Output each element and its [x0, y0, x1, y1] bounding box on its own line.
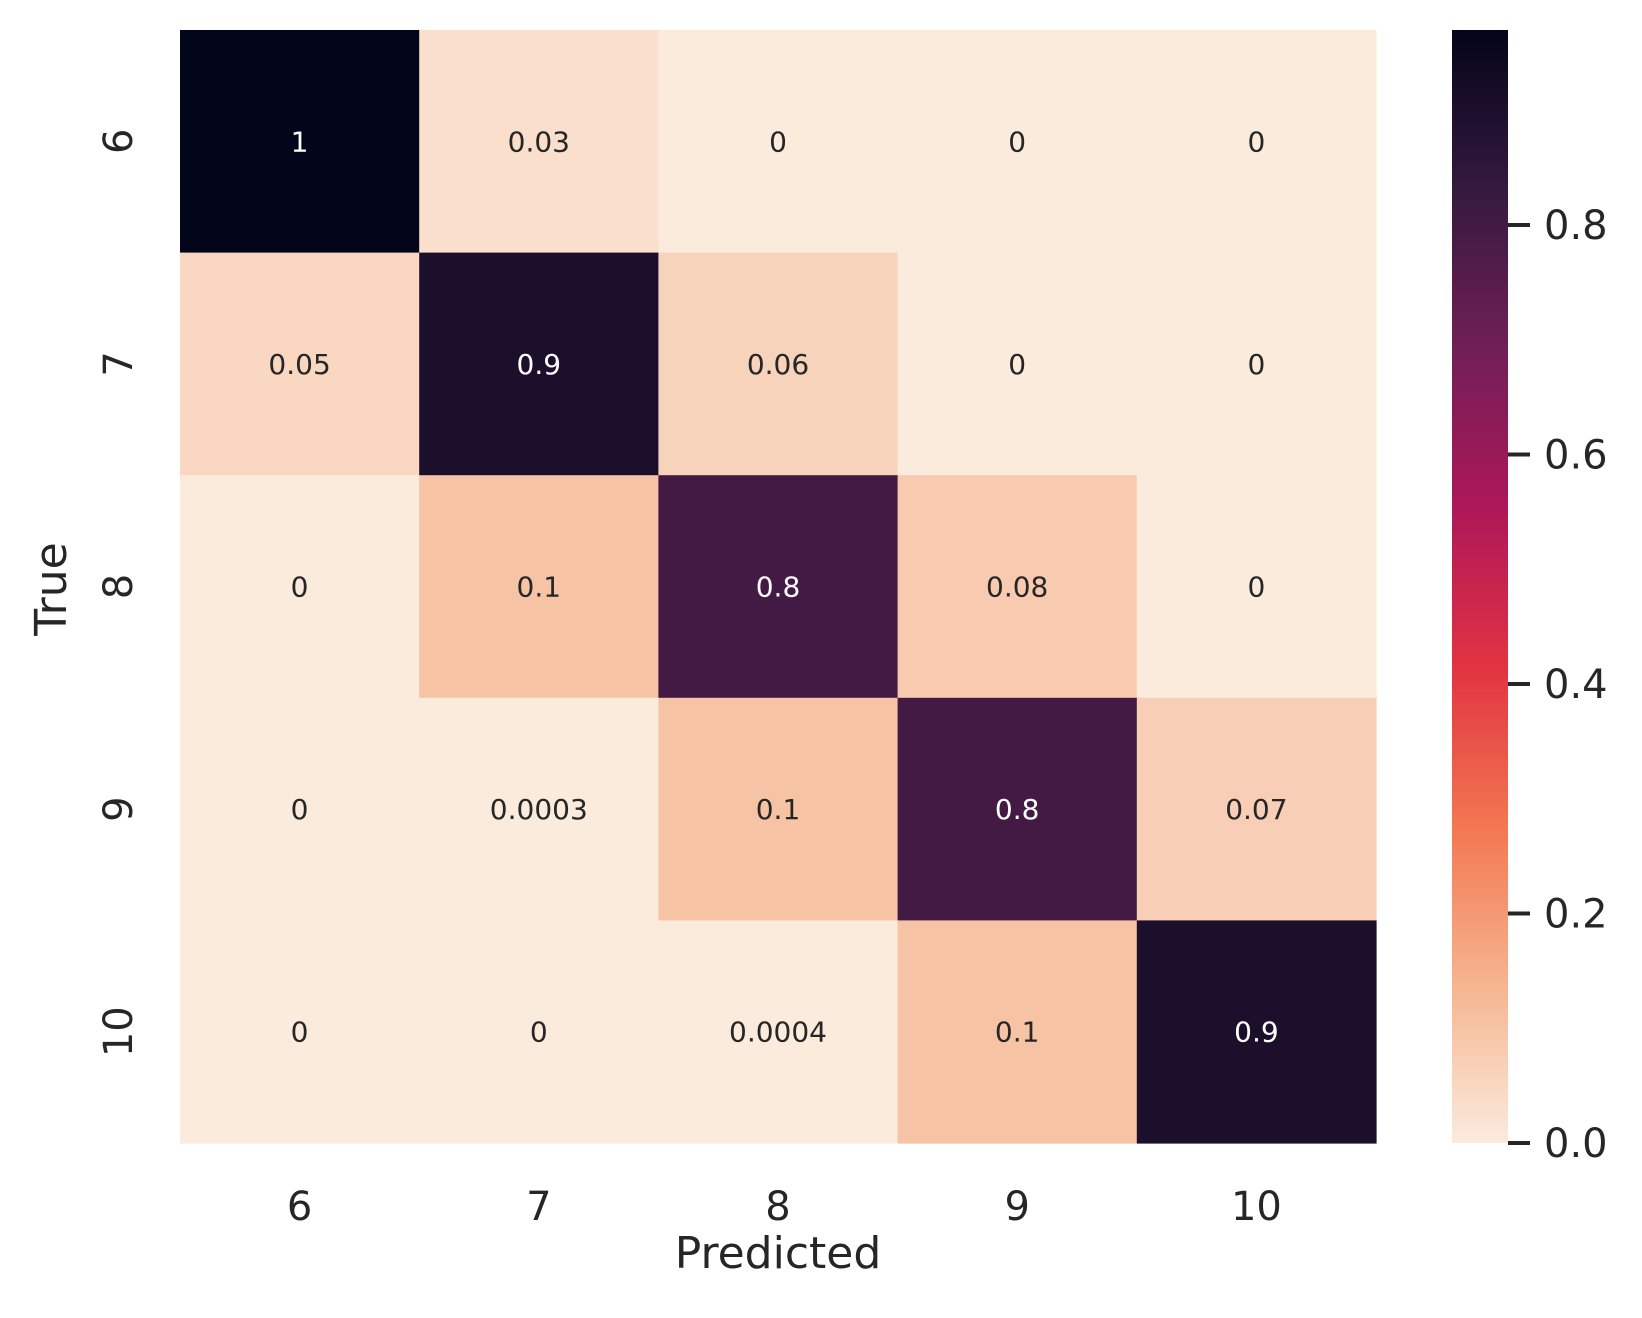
- cell-annotation: 0.9: [517, 348, 562, 381]
- heatmap-cell-7-6: [180, 252, 420, 476]
- heatmap-cell-8-10: [1136, 475, 1377, 699]
- heatmap-cell-10-9: [897, 920, 1138, 1144]
- cell-annotation: 0: [769, 125, 787, 158]
- heatmap-cell-6-10: [1136, 30, 1377, 254]
- cell-annotation: 1: [291, 125, 309, 158]
- y-axis-label: True: [26, 542, 77, 636]
- x-tick-label: 10: [1231, 1184, 1282, 1230]
- heatmap-cells: [180, 30, 1377, 1144]
- heatmap-cell-9-7: [419, 697, 659, 921]
- cell-annotation: 0.1: [517, 571, 562, 604]
- x-axis-label: Predicted: [675, 1228, 882, 1279]
- cell-annotation: 0.03: [508, 125, 570, 158]
- colorbar-tick-label: 0.8: [1544, 203, 1608, 249]
- heatmap-cell-7-9: [897, 252, 1138, 476]
- cell-annotation: 0.08: [986, 571, 1048, 604]
- x-tick-label: 9: [1004, 1184, 1029, 1230]
- cell-annotation: 0.8: [756, 571, 801, 604]
- x-tick-label: 8: [765, 1184, 790, 1230]
- x-tick-label: 7: [526, 1184, 551, 1230]
- heatmap-annotations: 1 0.03 0 0 0 0.05 0.9 0.06 0 0 0 0.1 0.8 0.08 0 0 0.0003…: [268, 125, 1287, 1048]
- heatmap-cell-8-6: [180, 475, 420, 699]
- colorbar-tick-label: 0.2: [1544, 892, 1608, 938]
- x-tick-label: 6: [287, 1184, 312, 1230]
- cell-annotation: 0.07: [1225, 793, 1287, 826]
- heatmap-cell-6-6: [180, 30, 420, 254]
- heatmap-cell-10-10: [1136, 920, 1377, 1144]
- y-tick-label: 6: [96, 129, 142, 154]
- cell-annotation: 0.0004: [729, 1016, 827, 1049]
- heatmap-cell-8-8: [658, 475, 899, 699]
- heatmap-cell-6-9: [897, 30, 1138, 254]
- heatmap-cell-9-10: [1136, 697, 1377, 921]
- y-tick-label: 10: [96, 1006, 142, 1057]
- cell-annotation: 0: [291, 571, 309, 604]
- heatmap-cell-6-8: [658, 30, 899, 254]
- cell-annotation: 0: [1008, 348, 1026, 381]
- cell-annotation: 0.9: [1234, 1016, 1279, 1049]
- cell-annotation: 0.0003: [490, 793, 588, 826]
- heatmap-cell-7-8: [658, 252, 899, 476]
- cell-annotation: 0: [1247, 348, 1265, 381]
- heatmap-cell-9-8: [658, 697, 899, 921]
- x-axis-ticks: 6 7 8 9 10: [287, 1184, 1282, 1230]
- y-tick-label: 9: [96, 796, 142, 821]
- cell-annotation: 0.1: [756, 793, 801, 826]
- cell-annotation: 0.1: [995, 1016, 1040, 1049]
- colorbar: [1452, 30, 1508, 1143]
- cell-annotation: 0: [1247, 571, 1265, 604]
- cell-annotation: 0: [291, 793, 309, 826]
- heatmap-cell-10-8: [658, 920, 899, 1144]
- colorbar-tick-label: 0.0: [1544, 1121, 1608, 1167]
- y-tick-label: 8: [96, 574, 142, 599]
- heatmap-cell-8-7: [419, 475, 659, 699]
- cell-annotation: 0.06: [747, 348, 809, 381]
- cell-annotation: 0: [1008, 125, 1026, 158]
- colorbar-ticks: 0.0 0.2 0.4 0.6 0.8: [1508, 203, 1608, 1167]
- colorbar-tick-label: 0.4: [1544, 662, 1608, 708]
- cell-annotation: 0: [530, 1016, 548, 1049]
- cell-annotation: 0: [291, 1016, 309, 1049]
- heatmap-cell-8-9: [897, 475, 1138, 699]
- heatmap-cell-6-7: [419, 30, 659, 254]
- colorbar-tick-label: 0.6: [1544, 433, 1608, 479]
- y-axis-ticks: 6 7 8 9 10: [96, 129, 142, 1058]
- cell-annotation: 0.05: [268, 348, 330, 381]
- heatmap-cell-10-7: [419, 920, 659, 1144]
- heatmap-cell-9-9: [897, 697, 1138, 921]
- heatmap-cell-7-10: [1136, 252, 1377, 476]
- heatmap-cell-9-6: [180, 697, 420, 921]
- cell-annotation: 0: [1247, 125, 1265, 158]
- y-tick-label: 7: [96, 351, 142, 376]
- heatmap-cell-10-6: [180, 920, 420, 1144]
- heatmap-cell-7-7: [419, 252, 659, 476]
- cell-annotation: 0.8: [995, 793, 1040, 826]
